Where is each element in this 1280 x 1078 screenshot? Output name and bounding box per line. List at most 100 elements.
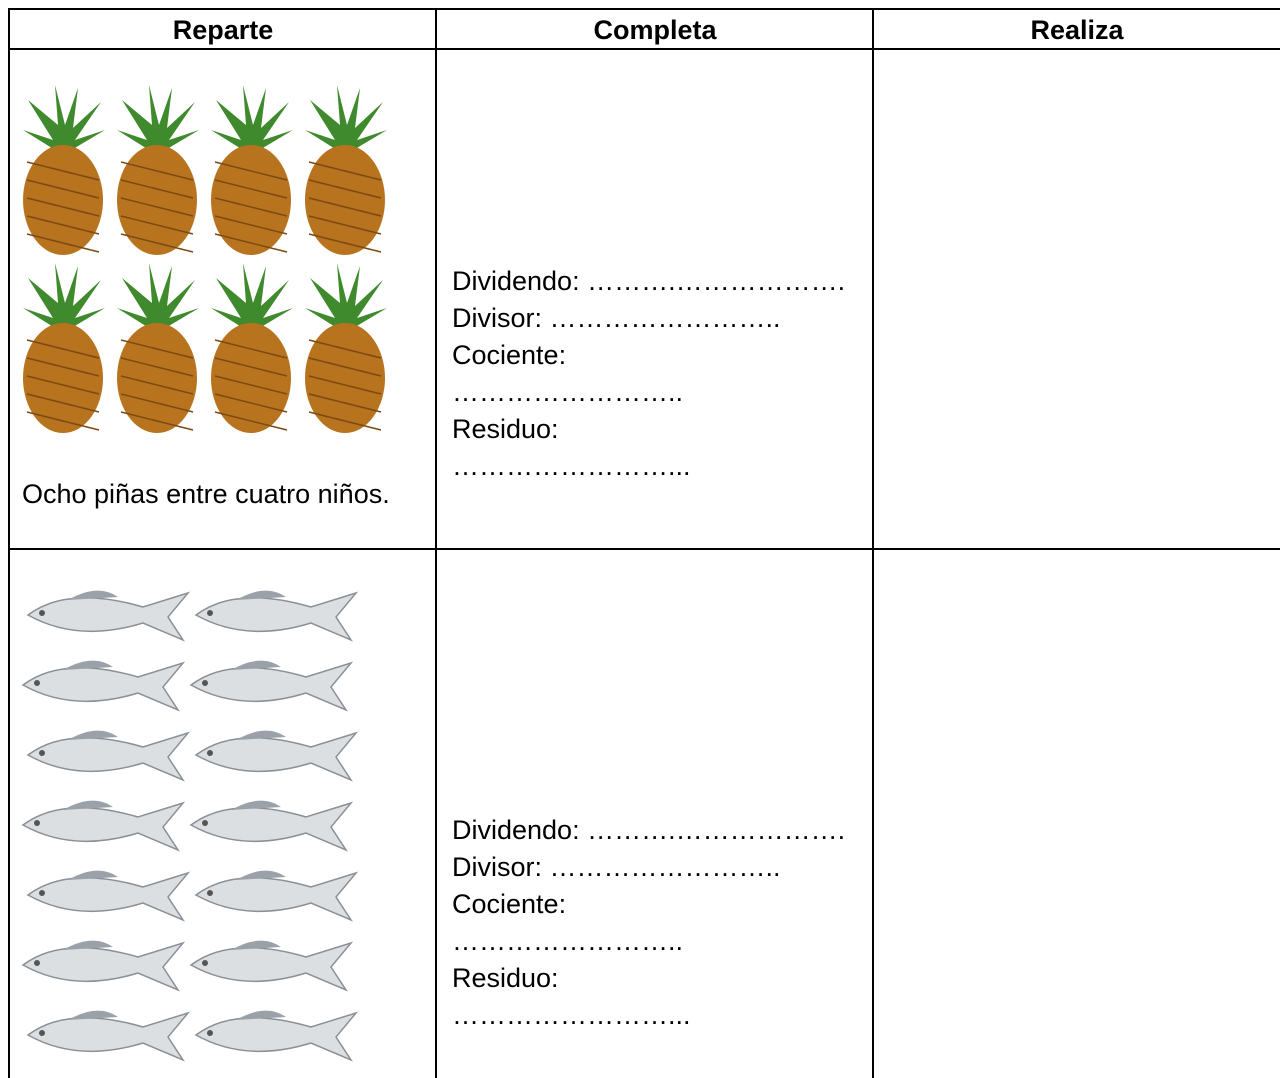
fish bbox=[194, 871, 359, 922]
texture bbox=[120, 179, 194, 199]
texture bbox=[308, 197, 382, 217]
eye bbox=[207, 610, 213, 616]
fin bbox=[236, 590, 286, 600]
texture bbox=[26, 179, 100, 199]
texture bbox=[214, 161, 288, 181]
fruit bbox=[305, 323, 385, 433]
line: ……………………... bbox=[452, 451, 691, 481]
texture bbox=[214, 233, 288, 253]
texture bbox=[120, 215, 194, 235]
texture bbox=[120, 411, 194, 431]
line: Cociente: bbox=[452, 889, 567, 919]
eye bbox=[207, 750, 213, 756]
fish bbox=[194, 731, 359, 782]
fish bbox=[26, 731, 191, 782]
cell bbox=[872, 48, 1280, 549]
texture bbox=[120, 375, 194, 395]
texture bbox=[26, 411, 100, 431]
fruit bbox=[117, 145, 197, 255]
eye bbox=[39, 610, 45, 616]
fruit bbox=[211, 145, 291, 255]
fruit bbox=[305, 145, 385, 255]
line: …………………….. bbox=[452, 926, 684, 956]
fruit bbox=[117, 323, 197, 433]
texture bbox=[308, 179, 382, 199]
leaves bbox=[117, 85, 199, 155]
eye bbox=[39, 750, 45, 756]
texture bbox=[308, 357, 382, 377]
fin bbox=[236, 730, 286, 740]
completa-lines: Dividendo: ……….………………. Divisor: ……………………… bbox=[452, 812, 845, 1034]
texture bbox=[214, 179, 288, 199]
fruit bbox=[23, 145, 103, 255]
header-cell: Reparte bbox=[8, 8, 436, 49]
fish bbox=[21, 801, 186, 852]
texture bbox=[120, 161, 194, 181]
header-cell: Realiza bbox=[872, 8, 1280, 49]
line: …………………….. bbox=[452, 377, 684, 407]
fish bbox=[26, 871, 191, 922]
header-text: Reparte bbox=[172, 15, 274, 45]
fish-image bbox=[21, 590, 359, 1062]
fish bbox=[189, 661, 354, 712]
cell bbox=[435, 548, 873, 1078]
line: Dividendo: ……….………………. bbox=[452, 266, 846, 296]
fish bbox=[189, 941, 354, 992]
texture bbox=[308, 411, 382, 431]
texture bbox=[26, 233, 100, 253]
texture bbox=[214, 411, 288, 431]
line: Residuo: bbox=[452, 963, 559, 993]
fish bbox=[21, 941, 186, 992]
texture bbox=[26, 375, 100, 395]
fin bbox=[236, 1010, 286, 1020]
texture bbox=[308, 393, 382, 413]
texture bbox=[214, 375, 288, 395]
fin bbox=[68, 870, 118, 880]
texture bbox=[308, 375, 382, 395]
eye bbox=[34, 960, 40, 966]
line: Divisor: …………………….. bbox=[452, 852, 781, 882]
texture bbox=[308, 339, 382, 359]
fin bbox=[231, 660, 281, 670]
pineapples-image bbox=[23, 85, 387, 433]
completa-lines: Dividendo: ……….………………. Divisor: ……………………… bbox=[452, 263, 845, 485]
fin bbox=[231, 940, 281, 950]
fish bbox=[194, 1011, 359, 1062]
fin bbox=[63, 940, 113, 950]
eye bbox=[207, 1030, 213, 1036]
fin bbox=[68, 730, 118, 740]
fish bbox=[189, 801, 354, 852]
caption: Ocho piñas entre cuatro niños. bbox=[22, 479, 390, 509]
leaves bbox=[23, 263, 105, 333]
eye bbox=[207, 890, 213, 896]
leaves bbox=[23, 85, 105, 155]
header-text: Realiza bbox=[1030, 15, 1124, 45]
texture bbox=[214, 393, 288, 413]
texture bbox=[308, 215, 382, 235]
eye bbox=[39, 1030, 45, 1036]
eye bbox=[34, 820, 40, 826]
texture bbox=[214, 357, 288, 377]
line: Cociente: bbox=[452, 340, 567, 370]
cell bbox=[435, 48, 873, 549]
fruit bbox=[23, 323, 103, 433]
header-cell: Completa bbox=[435, 8, 873, 49]
texture bbox=[120, 357, 194, 377]
leaves bbox=[117, 263, 199, 333]
texture bbox=[120, 197, 194, 217]
fin bbox=[63, 800, 113, 810]
texture bbox=[308, 161, 382, 181]
fish bbox=[26, 591, 191, 642]
cell bbox=[8, 548, 436, 1078]
eye bbox=[202, 960, 208, 966]
leaves bbox=[211, 85, 293, 155]
leaves bbox=[305, 263, 387, 333]
texture bbox=[26, 393, 100, 413]
texture bbox=[26, 215, 100, 235]
line: Divisor: …………………….. bbox=[452, 303, 781, 333]
line: Residuo: bbox=[452, 414, 559, 444]
fish bbox=[26, 1011, 191, 1062]
texture bbox=[120, 339, 194, 359]
texture bbox=[26, 339, 100, 359]
